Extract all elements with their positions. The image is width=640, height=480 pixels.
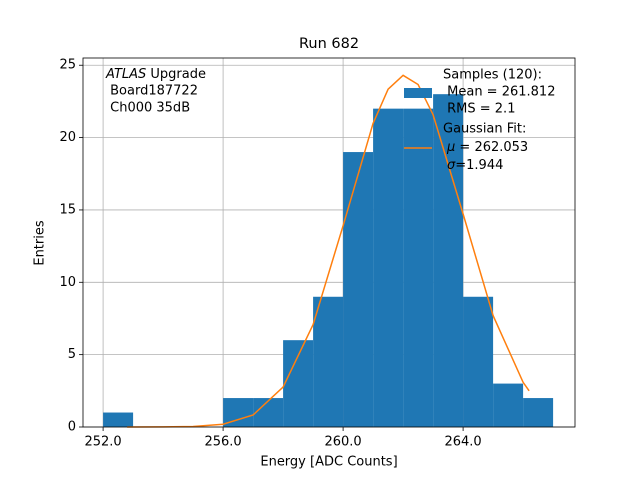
plot-frame <box>82 57 576 428</box>
annotation-experiment: ATLAS <box>105 67 146 82</box>
legend-label: Gaussian Fit: <box>443 122 526 137</box>
fit-line <box>127 74 530 428</box>
y-tick-label: 10 <box>59 275 76 290</box>
annotation-tag: Upgrade <box>146 67 206 82</box>
legend-value: =1.944 <box>455 158 503 173</box>
legend-value: = 262.053 <box>455 140 528 155</box>
legend-label: Mean = 261.812 <box>443 85 555 100</box>
annotation-line: Board187722 <box>106 84 198 99</box>
histogram-bar <box>253 398 284 427</box>
x-tick-label: 256.0 <box>204 435 241 450</box>
y-tick-label: 15 <box>59 202 76 217</box>
y-tick-label: 0 <box>68 420 76 435</box>
x-tick-label: 264.0 <box>444 435 481 450</box>
annotation-line: Ch000 35dB <box>106 101 190 116</box>
y-tick-label: 20 <box>59 130 76 145</box>
chart-title: Run 682 <box>299 36 359 52</box>
y-tick-label: 25 <box>59 58 76 73</box>
histogram-bar <box>283 340 314 427</box>
x-axis-label: Energy [ADC Counts] <box>260 455 397 470</box>
legend-label: Samples (120): <box>443 68 542 83</box>
histogram-bar <box>433 94 464 428</box>
legend-label: μ = 262.053 <box>446 140 528 155</box>
histogram-bar <box>343 152 374 427</box>
annotation: ATLAS Upgrade <box>105 67 206 82</box>
histogram-bar <box>493 383 524 427</box>
x-tick-label: 252.0 <box>84 435 121 450</box>
legend-patch <box>404 88 432 98</box>
histogram-bar <box>103 412 134 427</box>
histogram-bar <box>313 296 344 427</box>
histogram-bar <box>523 398 554 427</box>
histogram-bar <box>463 296 494 427</box>
histogram-bar <box>373 108 404 427</box>
y-tick-label: 5 <box>68 347 76 362</box>
histogram-bar <box>403 108 434 427</box>
x-tick-label: 260.0 <box>324 435 361 450</box>
y-axis-label: Entries <box>33 220 48 266</box>
legend-symbol: μ <box>446 140 455 155</box>
legend-label: RMS = 2.1 <box>443 102 515 117</box>
legend-label: σ=1.944 <box>447 158 503 173</box>
legend-symbol: σ <box>447 158 456 173</box>
